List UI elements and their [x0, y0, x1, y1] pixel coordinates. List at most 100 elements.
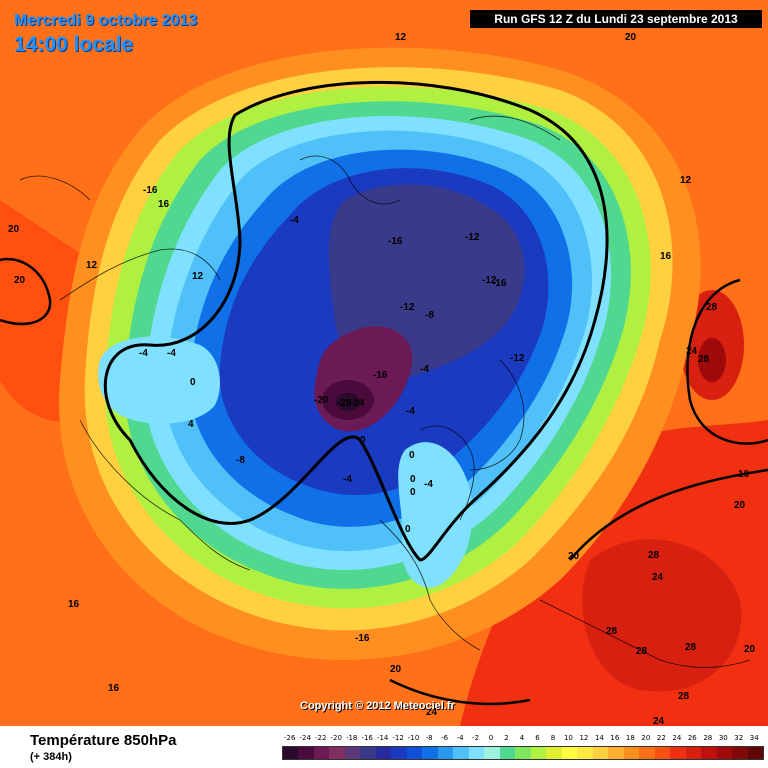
map-label: 20 — [390, 664, 402, 675]
map-label: -16 — [388, 236, 403, 247]
color-scale-swatch — [685, 747, 702, 759]
map-label: -12 — [400, 302, 415, 313]
color-scale-swatch — [329, 747, 345, 759]
color-scale-label: 34 — [749, 734, 759, 742]
map-label: -12 — [465, 232, 480, 243]
color-scale-label: -26 — [284, 734, 296, 742]
forecast-time: 14:00 locale — [14, 33, 134, 56]
map-label: -16 — [355, 633, 370, 644]
color-scale-swatch — [639, 747, 655, 759]
legend-footer: Température 850hPa (+ 384h) -26 -24 -22 -20… — [0, 726, 768, 768]
color-scale-label: 26 — [687, 734, 697, 742]
color-scale-swatch — [453, 747, 469, 759]
color-scale-swatch — [670, 747, 686, 759]
color-scale-label: 0 — [488, 734, 494, 742]
map-label: 0 — [405, 524, 411, 535]
color-scale-swatch — [313, 747, 330, 759]
map-label: -4 — [424, 479, 433, 490]
map-label: -8 — [236, 455, 245, 466]
color-scale-label: -14 — [376, 734, 389, 742]
color-scale-label: -10 — [407, 734, 420, 742]
color-scale-swatch — [360, 747, 376, 759]
color-scale-label: 2 — [504, 734, 509, 742]
color-scale-swatch — [654, 747, 671, 759]
map-label: 0 — [410, 474, 416, 485]
map-label: 16 — [158, 199, 170, 210]
map-label: -4 — [290, 215, 299, 226]
color-scale-swatch — [701, 747, 717, 759]
map-label: 20 — [568, 551, 580, 562]
map-label: -4 — [406, 406, 415, 417]
color-scale-swatch — [499, 747, 516, 759]
map-label: -12 — [510, 353, 525, 364]
color-scale-bar — [282, 746, 764, 760]
twenty-contour-east — [569, 468, 768, 561]
twenty-contour-west — [0, 257, 52, 326]
color-scale-label: -2 — [472, 734, 480, 742]
map-label: 24 — [652, 572, 664, 583]
color-scale-label: -6 — [441, 734, 449, 742]
color-scale-swatch — [344, 747, 361, 759]
map-label: 16 — [660, 251, 672, 262]
map-label: -16 — [373, 370, 388, 381]
map-svg: 12 20 -16 16 20 20 12 -4 12 -16 -12 -12 … — [0, 0, 768, 726]
color-scale-swatch — [561, 747, 578, 759]
color-scale-swatch — [716, 747, 733, 759]
forecast-lead-time: (+ 384h) — [30, 751, 72, 763]
color-scale-label: 4 — [519, 734, 525, 742]
map-label: -16 — [492, 278, 507, 289]
map-label: 16 — [108, 683, 120, 694]
map-label: 20 — [744, 644, 756, 655]
map-label: 16 — [738, 469, 750, 480]
color-scale-label: -16 — [361, 734, 373, 742]
color-scale-swatch — [283, 747, 299, 759]
color-scale-swatch — [577, 747, 593, 759]
color-scale-label: 18 — [625, 734, 635, 742]
map-label: 28 — [648, 550, 660, 561]
color-scale-swatch — [298, 747, 314, 759]
map-label: 24 — [653, 716, 665, 726]
color-scale-label: 22 — [656, 734, 666, 742]
color-scale-label: -24 — [299, 734, 311, 742]
map-label: 24 — [686, 346, 698, 357]
map-label: 28 — [685, 642, 697, 653]
temperature-labels: 12 20 -16 16 20 20 12 -4 12 -16 -12 -12 … — [8, 32, 756, 726]
map-label: 0 — [190, 377, 196, 388]
map-label: -4 — [420, 364, 429, 375]
color-scale-swatch — [592, 747, 609, 759]
color-scale-label: 8 — [550, 734, 556, 742]
america-lobe — [98, 336, 220, 424]
map-label: 16 — [68, 599, 80, 610]
color-scale-swatch — [515, 747, 531, 759]
twenty-contour-south — [389, 678, 531, 706]
map-label: 12 — [395, 32, 407, 43]
map-label: 20 — [8, 224, 20, 235]
color-scale-label: -22 — [314, 734, 327, 742]
color-scale-swatch — [484, 747, 500, 759]
color-scale-label: -8 — [425, 734, 433, 742]
map-label: 0 — [360, 435, 366, 446]
map-label: 28 — [606, 626, 618, 637]
color-scale-swatch — [406, 747, 423, 759]
color-scale-swatch — [468, 747, 485, 759]
color-scale-labels: -26 -24 -22 -20 -18 -16 -14 -12 -10 -8 -6 -4 -2 0 2 4 6 8… — [282, 734, 762, 746]
color-scale-label: 12 — [579, 734, 589, 742]
hot-region-east-core — [582, 539, 742, 692]
color-scale-swatch — [530, 747, 547, 759]
color-scale-label: 32 — [734, 734, 744, 742]
coastlines — [19, 115, 751, 668]
color-scale-swatch — [546, 747, 562, 759]
color-scale-swatch — [747, 747, 764, 759]
map-label: -20 — [314, 395, 329, 406]
map-label: -4 — [139, 348, 148, 359]
color-scale-swatch — [608, 747, 624, 759]
color-scale-label: 24 — [672, 734, 682, 742]
color-scale-label: -18 — [345, 734, 358, 742]
color-scale-label: -20 — [330, 734, 342, 742]
color-scale-swatch — [375, 747, 392, 759]
map-label: -12 — [482, 275, 497, 286]
map-label: 28 — [636, 646, 648, 657]
map-label: -8 — [425, 310, 434, 321]
map-label: -28 — [337, 398, 352, 409]
color-scale-label: 30 — [718, 734, 728, 742]
